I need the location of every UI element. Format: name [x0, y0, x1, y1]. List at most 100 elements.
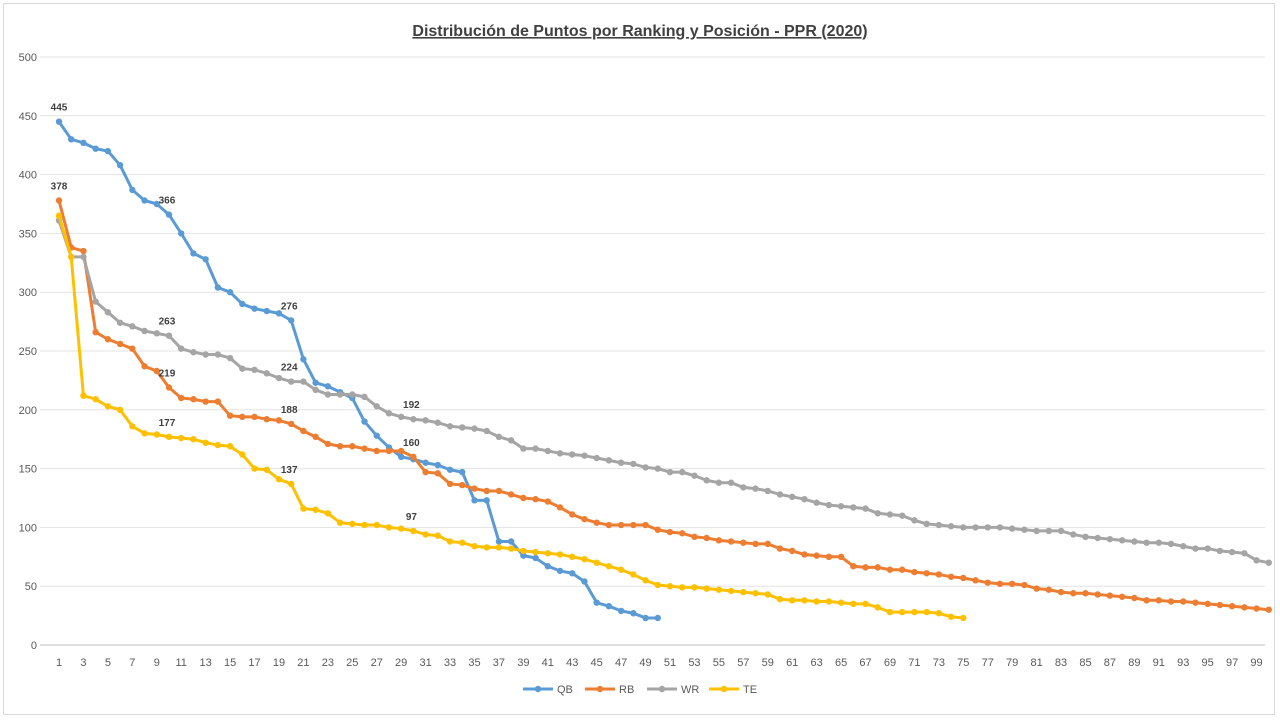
- x-tick-label: 19: [273, 657, 285, 669]
- data-point: [630, 521, 637, 529]
- data-point: [214, 351, 222, 358]
- data-point: [397, 447, 405, 455]
- data-point: [1131, 538, 1138, 545]
- data-point: [886, 608, 894, 616]
- x-tick-label: 73: [933, 657, 945, 669]
- data-point: [336, 391, 344, 398]
- data-point: [898, 566, 906, 573]
- data-point: [1045, 586, 1053, 593]
- data-point: [349, 520, 356, 528]
- legend-item-qb: QB: [523, 684, 573, 696]
- data-point: [471, 485, 478, 492]
- data-label: 160: [403, 438, 420, 449]
- data-point: [68, 136, 75, 143]
- data-point: [544, 563, 551, 570]
- data-point: [92, 396, 99, 403]
- data-point: [263, 466, 270, 473]
- data-point: [776, 491, 784, 498]
- data-point: [434, 419, 442, 426]
- data-point: [275, 374, 283, 382]
- data-point: [361, 445, 368, 452]
- data-point: [324, 391, 332, 398]
- x-tick-label: 83: [1055, 657, 1067, 669]
- x-tick-label: 23: [322, 657, 334, 669]
- data-point: [703, 585, 710, 592]
- data-point: [153, 431, 160, 438]
- data-point: [1265, 606, 1272, 613]
- x-tick-label: 25: [346, 657, 358, 669]
- data-point: [190, 396, 197, 403]
- data-point: [116, 406, 124, 413]
- data-point: [275, 310, 283, 317]
- data-point: [972, 577, 979, 584]
- data-point: [617, 566, 625, 573]
- data-point: [459, 424, 466, 431]
- y-tick-label: 300: [19, 287, 37, 299]
- data-point: [1253, 557, 1260, 564]
- y-tick-label: 250: [19, 346, 37, 358]
- data-point: [813, 499, 820, 506]
- data-point: [275, 417, 283, 424]
- x-tick-label: 7: [129, 657, 135, 669]
- y-tick-label: 150: [19, 464, 37, 476]
- data-point: [520, 445, 527, 452]
- data-point: [679, 530, 686, 537]
- data-point: [825, 501, 833, 509]
- data-label: 219: [159, 368, 176, 379]
- data-point: [972, 524, 979, 531]
- data-point: [654, 526, 661, 533]
- data-point: [1045, 527, 1053, 535]
- data-point: [801, 551, 808, 558]
- data-point: [1167, 598, 1175, 605]
- data-point: [1265, 559, 1272, 566]
- data-point: [605, 521, 613, 529]
- data-point: [1253, 605, 1260, 612]
- data-point: [336, 519, 344, 526]
- data-point: [1180, 598, 1187, 605]
- data-point: [520, 552, 527, 559]
- data-point: [862, 564, 869, 571]
- data-point: [752, 485, 759, 492]
- data-point: [178, 230, 185, 237]
- data-point: [544, 550, 551, 557]
- data-point: [532, 495, 539, 503]
- data-point: [593, 519, 600, 526]
- data-point: [263, 370, 270, 377]
- x-tick-label: 59: [762, 657, 774, 669]
- data-point: [813, 552, 820, 559]
- data-point: [507, 491, 515, 498]
- data-point: [605, 457, 613, 464]
- data-point: [911, 517, 918, 524]
- x-tick-label: 79: [1006, 657, 1018, 669]
- data-point: [178, 345, 185, 352]
- data-point: [1155, 539, 1163, 546]
- data-point: [703, 534, 710, 542]
- data-point: [312, 386, 319, 394]
- data-point: [373, 403, 380, 410]
- x-tick-label: 45: [591, 657, 603, 669]
- y-tick-label: 450: [19, 111, 37, 123]
- data-point: [446, 423, 454, 430]
- data-point: [116, 161, 124, 169]
- data-point: [116, 340, 124, 348]
- data-label: 276: [281, 301, 298, 312]
- data-point: [1192, 545, 1199, 552]
- data-point: [1008, 525, 1016, 532]
- data-point: [300, 356, 307, 363]
- data-point: [397, 453, 405, 461]
- data-point: [825, 553, 833, 560]
- data-point: [422, 459, 429, 466]
- data-point: [422, 417, 429, 424]
- data-point: [825, 598, 833, 605]
- data-label: 188: [281, 405, 298, 416]
- data-point: [1216, 601, 1224, 609]
- data-point: [495, 544, 503, 551]
- data-point: [569, 451, 576, 458]
- data-point: [776, 595, 784, 603]
- legend-marker: [658, 685, 666, 693]
- data-point: [434, 532, 442, 539]
- data-point: [349, 443, 356, 450]
- data-point: [740, 484, 747, 491]
- data-point: [1057, 527, 1065, 535]
